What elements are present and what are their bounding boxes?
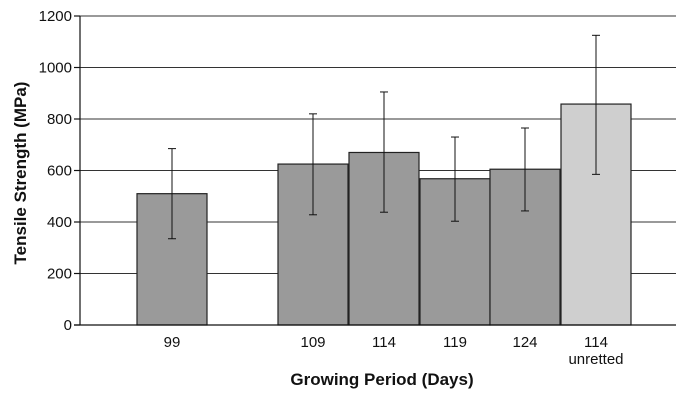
x-tick-label: 109 [300, 334, 325, 351]
y-tick-label: 200 [47, 266, 72, 283]
y-tick-label: 800 [47, 111, 72, 128]
y-axis-title: Tensile Strength (MPa) [11, 82, 30, 265]
x-axis-title: Growing Period (Days) [290, 370, 473, 389]
x-tick-label: 114 [372, 334, 396, 351]
x-tick-label: 124 [512, 334, 537, 351]
error-bars [168, 34, 600, 240]
y-tick-label: 0 [64, 317, 72, 334]
x-tick-sublabel: unretted [568, 351, 623, 368]
x-tick-label: 114 [584, 334, 608, 351]
y-tick-label: 600 [47, 163, 72, 180]
x-tick-label: 99 [164, 334, 181, 351]
x-tick-label: 119 [443, 334, 467, 351]
y-tick-label: 400 [47, 214, 72, 231]
y-tick-label: 1000 [39, 60, 72, 77]
y-tick-label: 1200 [39, 8, 72, 25]
axes [74, 15, 676, 326]
